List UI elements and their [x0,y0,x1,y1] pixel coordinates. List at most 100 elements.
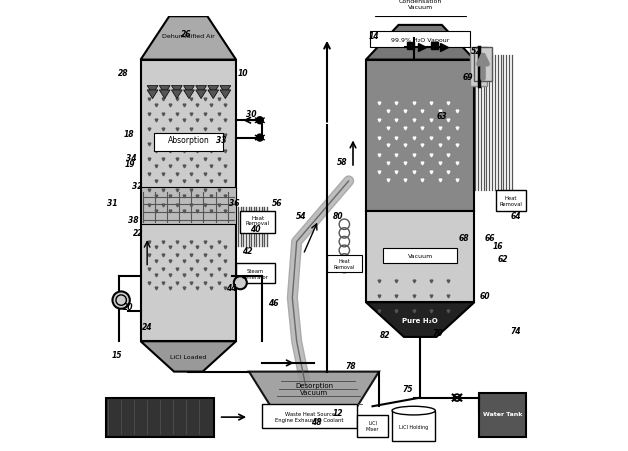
Polygon shape [208,91,219,99]
Text: 19: 19 [124,160,135,169]
Text: 60: 60 [480,292,490,301]
Text: 40: 40 [250,225,261,234]
Text: LiCl Holding: LiCl Holding [399,424,428,429]
Text: 33: 33 [215,136,226,145]
Text: 20: 20 [123,303,134,311]
Polygon shape [249,372,379,406]
Text: Absorption: Absorption [168,136,209,145]
Polygon shape [208,87,219,95]
Text: 34: 34 [126,153,136,162]
Bar [407,43,414,50]
Polygon shape [141,17,236,60]
Polygon shape [160,91,170,99]
Text: 75: 75 [402,385,413,394]
Bar [375,0,466,17]
Text: 26: 26 [181,30,192,39]
Text: 64: 64 [511,212,521,221]
Circle shape [112,292,130,309]
Circle shape [256,135,263,142]
Polygon shape [196,91,207,99]
Text: 52: 52 [471,47,482,56]
Bar [371,32,470,47]
Text: 66: 66 [484,233,495,242]
Text: 12: 12 [333,408,343,417]
Bar [141,188,236,225]
Text: Condensation
Vacuum: Condensation Vacuum [399,0,442,9]
Text: 62: 62 [497,255,508,264]
Bar [262,404,357,428]
Text: 68: 68 [458,233,468,242]
Text: LiCl Loaded: LiCl Loaded [170,354,207,359]
Text: 22: 22 [133,229,144,238]
Text: 69: 69 [463,73,473,82]
Text: Steam
Generator: Steam Generator [242,268,269,279]
Text: Desorption
Vacuum: Desorption Vacuum [295,382,333,396]
Text: 31: 31 [107,198,117,207]
Text: 18: 18 [123,129,134,138]
Polygon shape [196,87,207,95]
Text: Waste Heat Source
Engine Exhaust & Coolant: Waste Heat Source Engine Exhaust & Coola… [276,411,344,422]
Polygon shape [220,87,231,95]
Text: 70: 70 [432,328,443,337]
Text: 74: 74 [511,326,521,335]
Text: Water Tank: Water Tank [483,411,522,416]
Polygon shape [181,0,207,11]
Text: 46: 46 [268,298,278,307]
Polygon shape [183,87,195,95]
Bar [106,398,214,437]
Text: Heat
Removal: Heat Removal [246,215,269,226]
Bar [474,47,492,82]
Bar [496,190,526,212]
Text: 56: 56 [272,198,283,207]
Text: 28: 28 [118,69,129,78]
Bar [383,249,457,264]
Bar [357,415,387,437]
Bar [327,255,362,272]
Text: 78: 78 [345,361,356,370]
Text: 38: 38 [127,216,138,225]
Circle shape [234,276,247,290]
Bar [366,212,474,303]
Text: 63: 63 [436,112,447,121]
Text: 80: 80 [333,212,343,221]
Polygon shape [220,91,231,99]
Text: Pure H₂O: Pure H₂O [403,318,438,324]
Text: 42: 42 [242,246,252,255]
Text: 30: 30 [246,110,256,119]
Text: 58: 58 [337,157,347,166]
Text: Heat
Removal: Heat Removal [500,196,522,207]
Polygon shape [366,26,474,60]
Bar [479,393,526,437]
Text: 15: 15 [112,350,122,359]
Text: 10: 10 [237,69,247,78]
Polygon shape [147,87,158,95]
Polygon shape [183,91,195,99]
Text: 14: 14 [369,32,379,41]
Bar [241,212,275,234]
Polygon shape [141,341,236,372]
Bar [236,264,275,283]
Polygon shape [160,87,170,95]
Text: Heat
Removal: Heat Removal [333,258,355,269]
Text: 48: 48 [311,417,322,426]
Bar [470,47,487,87]
Bar [366,60,474,212]
Circle shape [256,118,263,124]
Text: 82: 82 [381,331,391,340]
Bar [392,411,435,441]
Polygon shape [366,303,474,337]
Text: Dehumidified Air: Dehumidified Air [162,34,215,39]
Text: 36: 36 [229,198,239,207]
Polygon shape [171,91,182,99]
Polygon shape [147,91,158,99]
Text: 99.9% H₂O Vapour: 99.9% H₂O Vapour [391,37,450,42]
Bar [431,43,438,50]
Polygon shape [171,87,182,95]
Text: 16: 16 [493,242,504,251]
Bar [141,60,236,341]
Text: 24: 24 [142,322,153,331]
Text: 32: 32 [132,181,143,190]
Text: 44: 44 [225,283,236,292]
Bar [154,134,223,151]
Text: 54: 54 [296,212,306,221]
